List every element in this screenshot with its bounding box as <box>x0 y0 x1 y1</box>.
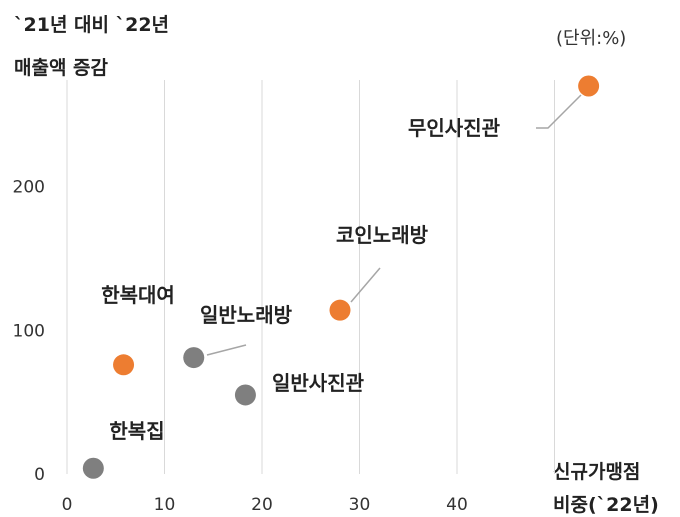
x-tick-label: 0 <box>62 495 73 515</box>
x-axis-label-line-1: 신규가맹점 <box>553 461 641 483</box>
leader-line <box>206 344 247 356</box>
point-label: 무인사진관 <box>408 116 501 140</box>
point-label: 한복집 <box>109 419 164 443</box>
y-tick-label: 100 <box>13 321 45 341</box>
leader-line <box>350 267 381 303</box>
data-point <box>82 457 104 479</box>
point-label: 일반노래방 <box>200 303 293 327</box>
data-point <box>329 299 351 321</box>
unit-note: (단위:%) <box>556 28 627 49</box>
leader-line <box>536 94 582 129</box>
x-tick-label: 30 <box>349 495 371 515</box>
data-point <box>578 75 600 97</box>
data-point <box>234 384 256 406</box>
point-label: 코인노래방 <box>336 223 429 247</box>
point-label: 일반사진관 <box>272 371 365 395</box>
x-tick-label: 40 <box>446 495 468 515</box>
x-tick-label: 20 <box>251 495 273 515</box>
point-label: 한복대여 <box>101 283 175 307</box>
x-axis-label-line-2: 비중(`22년) <box>553 494 659 516</box>
y-tick-label: 200 <box>13 178 45 198</box>
y-axis-label-line-2: 매출액 증감 <box>14 57 109 79</box>
x-tick-label: 10 <box>154 495 176 515</box>
data-point <box>183 347 205 369</box>
y-axis-label-line-1: `21년 대비 `22년 <box>14 14 170 36</box>
data-point <box>113 354 135 376</box>
y-tick-label: 0 <box>34 465 45 485</box>
